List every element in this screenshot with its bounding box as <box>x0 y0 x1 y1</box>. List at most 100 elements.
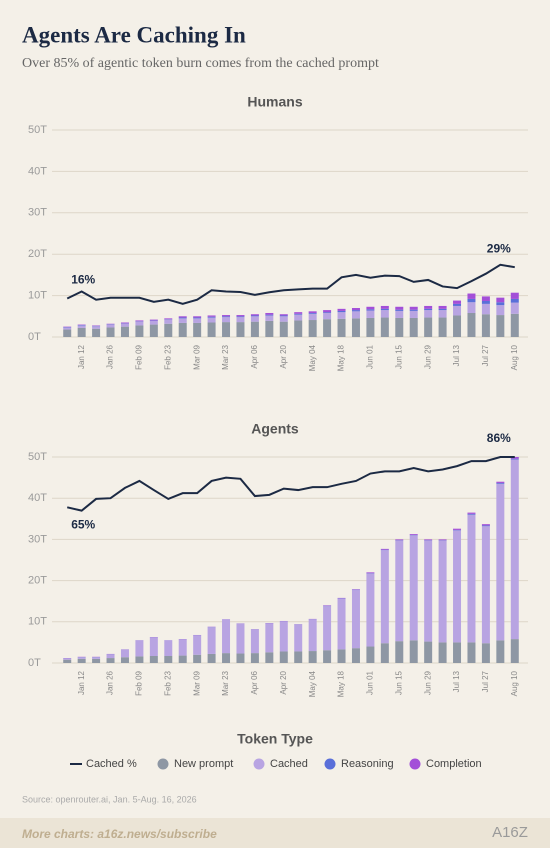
bar-segment <box>351 311 360 319</box>
bar-segment <box>481 526 490 644</box>
y-tick-label: 30T <box>28 533 47 545</box>
value-label: 86% <box>487 431 511 445</box>
x-tick-label: May 04 <box>308 344 317 371</box>
bar-segment <box>467 512 476 514</box>
bar-segment <box>380 308 389 311</box>
value-label: 16% <box>71 273 95 287</box>
bar-segment <box>77 657 86 659</box>
bar-segment <box>207 627 216 654</box>
y-tick-label: 10T <box>28 290 47 302</box>
bar-segment <box>510 313 519 337</box>
bar-segment <box>496 297 505 303</box>
bar-segment <box>236 322 245 337</box>
bar-segment <box>351 310 360 312</box>
x-tick-label: Jul 13 <box>452 344 461 366</box>
bar-segment <box>250 316 259 322</box>
x-tick-label: Feb 23 <box>163 670 172 695</box>
bar-segment <box>496 483 505 641</box>
value-label: 65% <box>71 517 95 531</box>
bar-segment <box>77 658 86 663</box>
bar-segment <box>453 300 462 304</box>
bar-segment <box>222 619 231 654</box>
bar-segment <box>207 317 216 323</box>
x-tick-label: May 18 <box>337 344 346 371</box>
source: Source: openrouter.ai, Jan. 5-Aug. 16, 2… <box>22 794 197 804</box>
chart-title: Humans <box>247 94 302 110</box>
bar-segment <box>366 317 375 337</box>
footer-band <box>0 818 550 848</box>
value-label: 29% <box>487 241 511 255</box>
x-tick-label: Mar 09 <box>192 670 201 695</box>
bar-segment <box>409 310 418 318</box>
bar-segment <box>510 298 519 303</box>
bar-segment <box>337 310 346 313</box>
bar-segment <box>323 650 332 663</box>
bar-segment <box>106 324 115 328</box>
bar-segment <box>467 298 476 303</box>
bar-segment <box>496 640 505 663</box>
bar-segment <box>236 317 245 323</box>
bar-segment <box>92 328 101 337</box>
bar-segment <box>395 306 404 310</box>
bar-segment <box>294 624 303 652</box>
y-tick-label: 40T <box>28 492 47 504</box>
bar-segment <box>178 316 187 318</box>
x-tick-label: Jan 26 <box>106 344 115 369</box>
bar-segment <box>265 652 274 663</box>
x-tick-label: Jan 26 <box>106 670 115 695</box>
bar-segment <box>409 640 418 663</box>
bar-segment <box>120 649 129 658</box>
bar-segment <box>366 309 375 311</box>
x-tick-label: Apr 06 <box>250 670 259 694</box>
bar-segment <box>236 653 245 663</box>
bar-segment <box>222 316 231 318</box>
y-tick-label: 20T <box>28 248 47 260</box>
bar-segment <box>106 654 115 659</box>
bar-segment <box>193 318 202 323</box>
bar-segment <box>380 643 389 663</box>
bar-segment <box>424 308 433 311</box>
x-tick-label: Mar 23 <box>221 344 230 369</box>
bar-segment <box>279 314 288 316</box>
bar-segment <box>308 619 317 652</box>
bar-segment <box>279 621 288 652</box>
bar-segment <box>323 312 332 313</box>
bar-segment <box>351 648 360 663</box>
bar-segment <box>164 323 173 337</box>
bar-segment <box>366 310 375 318</box>
bar-segment <box>424 305 433 309</box>
legend-swatch <box>409 758 421 770</box>
bar-segment <box>351 308 360 311</box>
bar-segment <box>395 540 404 642</box>
bar-segment <box>481 524 490 526</box>
subtitle: Over 85% of agentic token burn comes fro… <box>22 56 379 71</box>
bar-segment <box>135 321 144 326</box>
bar-segment <box>106 327 115 337</box>
bar-segment <box>120 322 129 324</box>
x-tick-label: Jan 12 <box>77 670 86 695</box>
bar-segment <box>380 317 389 337</box>
bar-segment <box>178 322 187 337</box>
y-tick-label: 50T <box>28 451 47 463</box>
bar-segment <box>351 590 360 649</box>
bar-segment <box>164 640 173 656</box>
bar-segment <box>438 540 447 643</box>
bar-segment <box>164 319 173 324</box>
bar-segment <box>279 316 288 322</box>
bar-segment <box>467 642 476 663</box>
bar-segment <box>250 315 259 317</box>
legend-swatch <box>324 758 336 770</box>
bar-segment <box>366 573 375 647</box>
bar-segment <box>207 315 216 317</box>
legend-label: New prompt <box>174 758 233 770</box>
footer[interactable]: More charts: a16z.news/subscribe <box>22 827 217 841</box>
bar-segment <box>395 641 404 663</box>
bar-segment <box>193 654 202 663</box>
bar-segment <box>265 320 274 337</box>
bar-segment <box>380 310 389 318</box>
bar-segment <box>438 310 447 318</box>
bar-segment <box>178 655 187 663</box>
y-tick-label: 20T <box>28 575 47 587</box>
bar-segment <box>294 320 303 337</box>
bar-segment <box>207 653 216 663</box>
